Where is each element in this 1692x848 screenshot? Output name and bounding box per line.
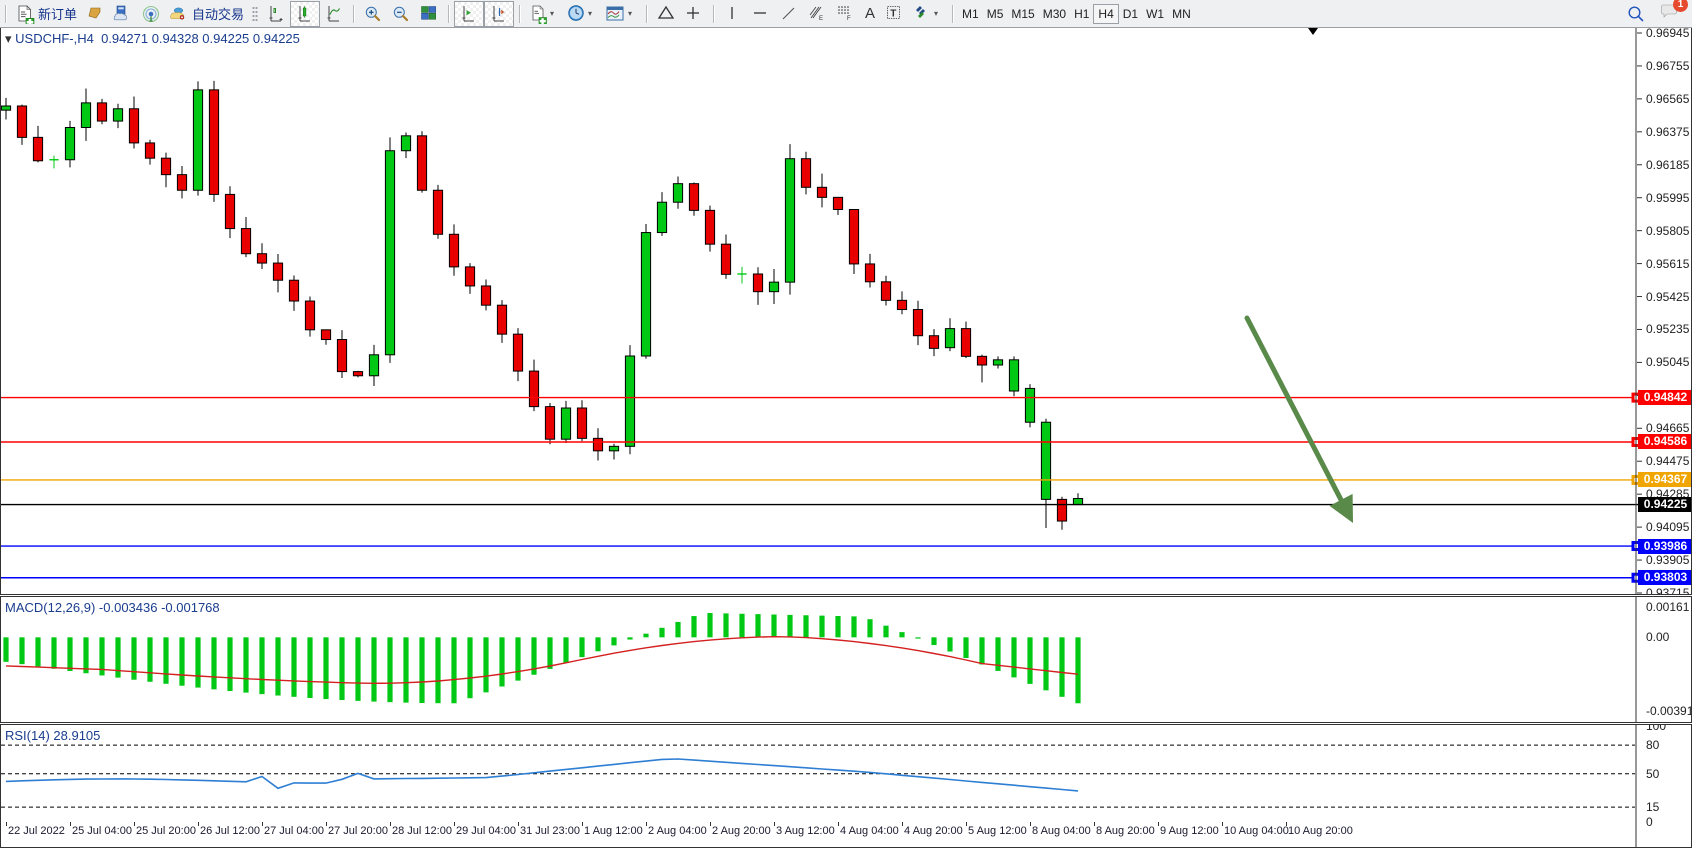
svg-text:E: E [819, 16, 823, 22]
svg-text:T: T [890, 8, 896, 19]
svg-text:F: F [847, 16, 851, 22]
